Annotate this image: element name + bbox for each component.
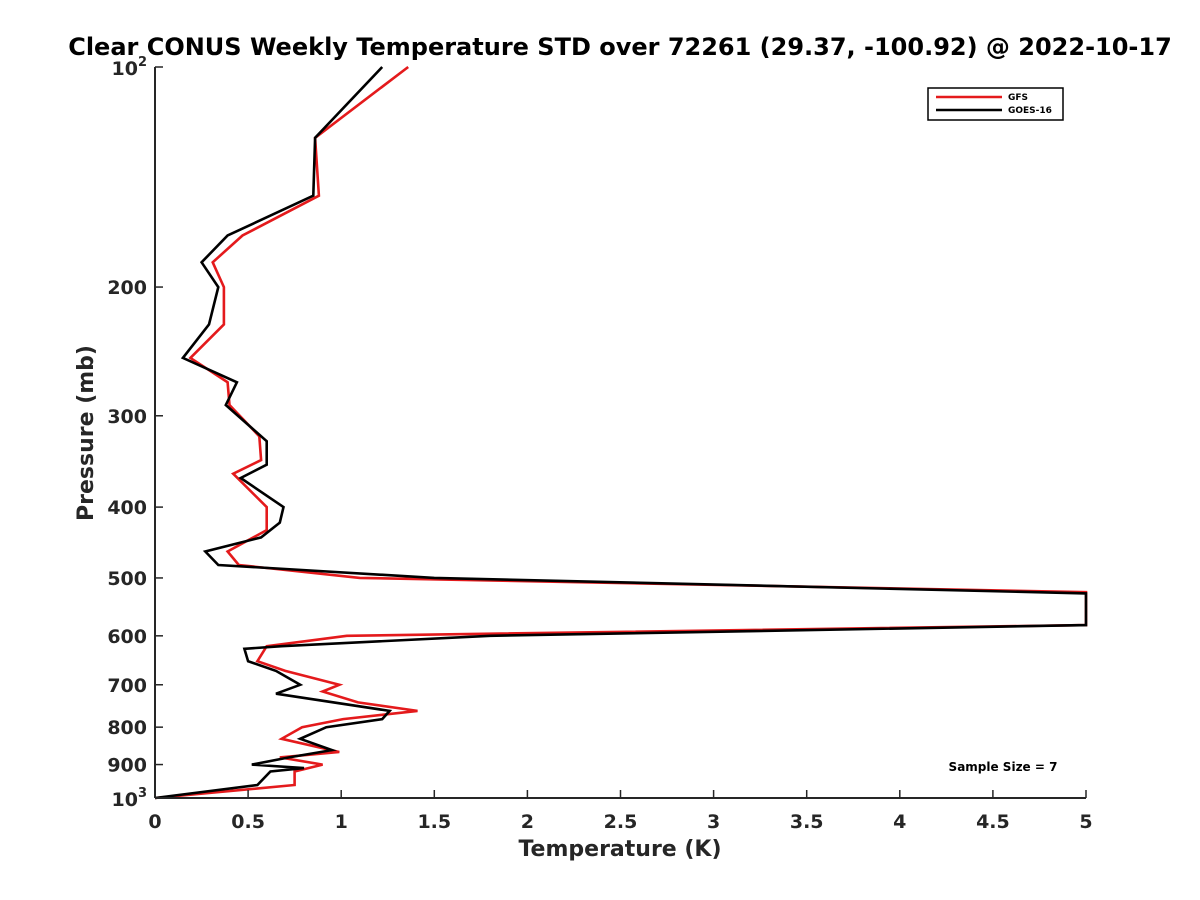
x-tick-label-1: 0.5 xyxy=(231,811,265,833)
y-tick-exp-9: 3 xyxy=(138,786,147,801)
y-axis-label: Pressure (mb) xyxy=(74,345,99,521)
sample-size-annotation: Sample Size = 7 xyxy=(949,760,1058,774)
x-tick-label-6: 3 xyxy=(707,811,720,833)
y-tick-label-9: 103 xyxy=(112,786,148,811)
legend: GFS GOES-16 xyxy=(927,87,1064,121)
y-tick-base-9: 10 xyxy=(112,789,138,811)
y-tick-label-4: 500 xyxy=(107,568,147,590)
y-tick-base-0: 10 xyxy=(112,58,138,80)
x-tick-label-7: 3.5 xyxy=(790,811,824,833)
x-tick-label-0: 0 xyxy=(148,811,161,833)
x-tick-label-4: 2 xyxy=(521,811,534,833)
y-tick-label-7: 800 xyxy=(107,717,147,739)
y-tick-label-5: 600 xyxy=(107,626,147,648)
x-tick-label-5: 2.5 xyxy=(604,811,638,833)
y-tick-label-3: 400 xyxy=(107,497,147,519)
x-tick-label-3: 1.5 xyxy=(417,811,451,833)
legend-box xyxy=(927,87,1064,121)
y-tick-exp-0: 2 xyxy=(138,55,147,70)
series-line-goes16 xyxy=(154,66,1088,800)
y-tick-label-0: 102 xyxy=(112,55,148,80)
x-axis-ticks: 0 0.5 1 1.5 2 2.5 3 3.5 4 4.5 5 xyxy=(148,790,1093,833)
y-tick-label-1: 200 xyxy=(107,277,147,299)
x-tick-label-10: 5 xyxy=(1079,811,1092,833)
y-tick-label-6: 700 xyxy=(107,675,147,697)
x-tick-label-8: 4 xyxy=(893,811,906,833)
y-tick-label-2: 300 xyxy=(107,406,147,428)
y-tick-label-8: 900 xyxy=(107,755,147,777)
x-tick-label-9: 4.5 xyxy=(976,811,1010,833)
x-axis-label: Temperature (K) xyxy=(518,837,721,862)
x-tick-label-2: 1 xyxy=(335,811,348,833)
series-layer xyxy=(154,65,1088,800)
legend-label-gfs: GFS xyxy=(1008,93,1028,103)
legend-label-goes16: GOES-16 xyxy=(1008,106,1052,116)
chart-title: Clear CONUS Weekly Temperature STD over … xyxy=(68,33,1172,61)
